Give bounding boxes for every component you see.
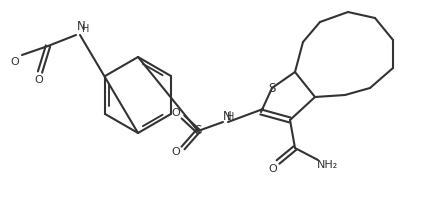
Text: H: H	[82, 24, 90, 34]
Text: O: O	[11, 57, 20, 67]
Text: H: H	[227, 112, 235, 122]
Text: S: S	[268, 82, 276, 94]
Text: NH₂: NH₂	[317, 160, 339, 170]
Text: O: O	[172, 147, 180, 157]
Text: O: O	[269, 164, 278, 174]
Text: O: O	[34, 75, 43, 85]
Text: O: O	[172, 108, 180, 118]
Text: S: S	[194, 124, 202, 137]
Text: N: N	[223, 110, 231, 122]
Text: N: N	[76, 20, 85, 33]
